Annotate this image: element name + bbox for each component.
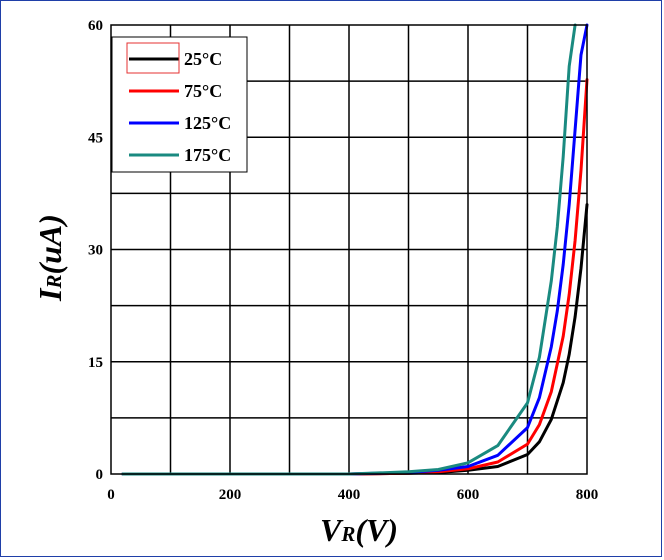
x-tick-label: 400 <box>338 487 361 503</box>
x-tick-label: 600 <box>457 487 480 503</box>
y-tick-label: 0 <box>96 467 104 483</box>
y-tick-label: 45 <box>88 130 103 146</box>
plot-border <box>110 24 588 475</box>
y-axis-title: IR(uA) <box>32 214 68 302</box>
grid <box>111 25 587 474</box>
legend-label: 175°C <box>184 145 231 165</box>
series-line-4 <box>121 23 577 476</box>
legend: 25°C 75°C 125°C 175°C <box>111 36 248 173</box>
x-tick-label: 800 <box>576 487 599 503</box>
series-lines <box>121 23 589 476</box>
x-tick-label: 200 <box>219 487 242 503</box>
y-tick-label: 60 <box>88 18 103 34</box>
legend-label: 75°C <box>184 81 222 101</box>
legend-label: 25°C <box>184 49 222 69</box>
x-tick-label: 0 <box>107 487 115 503</box>
series-line-1 <box>121 203 589 476</box>
legend-highlight-box <box>126 42 180 74</box>
legend-label: 125°C <box>184 113 231 133</box>
x-axis-title: VR(V) <box>320 512 398 548</box>
y-tick-label: 15 <box>88 355 103 371</box>
tick-labels: 0 200 400 600 800 0 15 30 45 60 <box>88 18 598 503</box>
y-tick-label: 30 <box>88 243 103 259</box>
